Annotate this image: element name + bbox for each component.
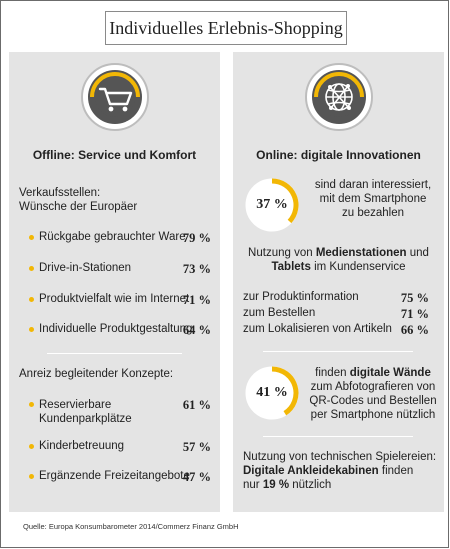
bullet-icon xyxy=(29,297,34,302)
section-title-konzepte: Anreiz begleitender Konzepte: xyxy=(19,368,174,380)
source-note: Quelle: Europa Konsumbarometer 2014/Comm… xyxy=(23,522,239,531)
bullet-icon xyxy=(29,327,34,332)
bullet-icon xyxy=(29,402,34,407)
bullet-icon xyxy=(29,444,34,449)
offline-heading: Offline: Service und Komfort xyxy=(32,148,197,162)
globe-network-icon xyxy=(304,62,374,132)
online-heading: Online: digitale Innovationen xyxy=(256,148,421,162)
shopping-cart-icon xyxy=(80,62,150,132)
bullet-icon xyxy=(29,474,34,479)
bullet-icon xyxy=(29,266,34,271)
bullet-icon xyxy=(29,235,34,240)
online-panel: Online: digitale Innovationen 37 % sind … xyxy=(233,52,444,512)
offline-panel: Offline: Service und Komfort Verkaufsste… xyxy=(9,52,220,512)
divider xyxy=(263,436,413,437)
percent-ring-37: 37 % xyxy=(245,178,299,232)
percent-ring-41: 41 % xyxy=(245,366,299,420)
page-title: Individuelles Erlebnis-Shopping xyxy=(105,11,347,45)
section-title-verkaufsstellen: Verkaufsstellen: Wünsche der Europäer xyxy=(19,187,138,213)
media-heading: Nutzung von Medienstationen und Tablets … xyxy=(248,247,429,273)
stat2-description: finden digitale Wände zum Abfotografiere… xyxy=(309,367,437,421)
divider xyxy=(263,351,413,352)
list-item: Reservierbare Kundenparkplätze 61 % xyxy=(29,398,215,428)
stat1-description: sind daran interessiert, mit dem Smartph… xyxy=(314,179,432,219)
gadgets-text: Nutzung von technischen Spielereien: Dig… xyxy=(243,451,437,491)
divider xyxy=(47,353,182,354)
list-item: zum Lokalisieren von Artikeln 66 % xyxy=(243,323,429,337)
list-item: zur Produktinformation 75 % xyxy=(243,291,429,305)
list-item: zum Bestellen 71 % xyxy=(243,307,429,321)
